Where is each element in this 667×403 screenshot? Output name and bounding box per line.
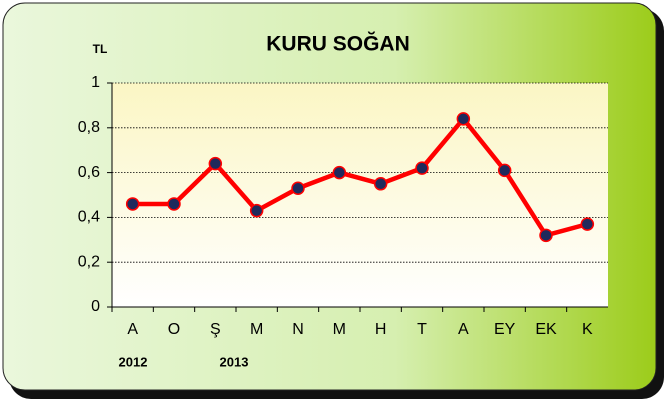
point-marker: [415, 161, 429, 175]
x-tick-label: EK: [535, 321, 557, 338]
point-marker: [208, 156, 223, 171]
y-tick-label: 0,4: [78, 209, 100, 226]
point-marker: [539, 228, 553, 243]
x-tick-label: H: [375, 321, 387, 338]
x-tick-label: Ş: [210, 321, 221, 338]
y-tick-label: 0,8: [78, 119, 100, 136]
y-tick-label: 0,2: [78, 253, 100, 270]
x-tick-label: N: [292, 321, 304, 338]
plot-area: [112, 83, 608, 307]
point-marker: [167, 197, 181, 211]
x-tick-label: EY: [494, 321, 516, 338]
y-tick-label: 1: [91, 74, 100, 91]
x-tick-label: K: [582, 321, 593, 338]
x-tick-label: M: [250, 321, 263, 338]
x-tick-label: M: [333, 321, 346, 338]
point-marker: [249, 203, 264, 218]
point-marker: [125, 197, 140, 211]
point-marker: [291, 181, 305, 196]
point-marker: [497, 163, 512, 178]
year-label: 2013: [220, 354, 249, 369]
chart-title: KURU SOĞAN: [266, 32, 410, 56]
y-tick-label: 0,6: [78, 164, 100, 181]
point-marker: [580, 217, 595, 231]
series-line: [132, 116, 588, 238]
year-label: 2012: [119, 354, 148, 369]
x-tick-label: T: [417, 321, 427, 338]
point-marker: [456, 112, 471, 126]
x-tick-label: O: [168, 321, 180, 338]
y-tick-label: 0: [91, 298, 100, 315]
x-tick-label: A: [127, 321, 138, 338]
x-tick-label: A: [458, 321, 469, 338]
y-axis-label: TL: [93, 42, 108, 56]
point-marker: [332, 165, 347, 180]
point-marker: [373, 177, 388, 191]
